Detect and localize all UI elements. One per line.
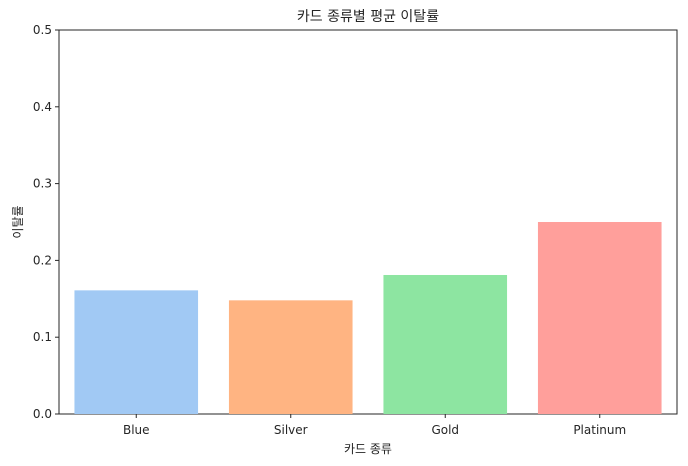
y-tick-label: 0.0	[33, 407, 52, 421]
x-ticks: Blue Silver Gold Platinum	[123, 414, 626, 437]
bars	[74, 222, 662, 414]
y-tick-label: 0.1	[33, 330, 52, 344]
x-axis-label: 카드 종류	[344, 442, 392, 456]
y-tick-label: 0.3	[33, 177, 52, 191]
plot-frame	[58, 29, 678, 415]
y-tick-label: 0.2	[33, 253, 52, 267]
x-tick-label: Silver	[274, 423, 308, 437]
y-tick-label: 0.4	[33, 100, 52, 114]
bar-gold	[383, 274, 508, 414]
y-ticks: 0.0 0.1 0.2 0.3 0.4 0.5	[33, 23, 59, 421]
plot-area: Blue Silver Gold Platinum 0.00.10.20.30.40.…	[33, 23, 678, 437]
x-tick-label: Blue	[123, 423, 150, 437]
y-tick-label: 0.5	[33, 23, 52, 37]
x-tick-label: Platinum	[573, 423, 626, 437]
bar-platinum	[537, 222, 662, 414]
chart-title: 카드 종류별 평균 이탈률	[297, 9, 439, 25]
bar-silver	[228, 300, 353, 414]
x-tick-label: Gold	[431, 423, 459, 437]
bar-blue	[74, 290, 199, 414]
y-axis-label: 이탈률	[11, 205, 25, 238]
